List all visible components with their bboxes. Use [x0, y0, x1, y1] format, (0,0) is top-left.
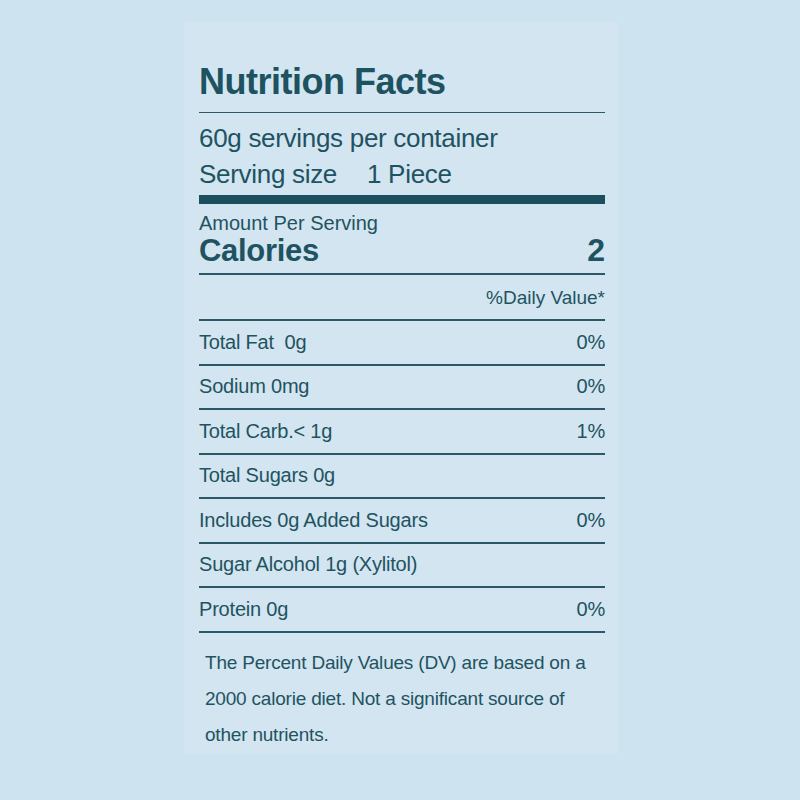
nutrient-row: Protein 0g 0%: [199, 588, 605, 633]
calories-label: Calories: [199, 235, 319, 267]
nutrient-row: Total Sugars 0g: [199, 455, 605, 500]
nutrient-name: Total Carb.< 1g: [199, 420, 332, 443]
nutrient-rows: Total Fat 0g 0% Sodium 0mg 0% Total Carb…: [199, 319, 605, 633]
servings-per-container: 60g servings per container: [199, 123, 605, 153]
nutrient-name: Total Fat 0g: [199, 331, 306, 354]
nutrient-name: Sugar Alcohol 1g (Xylitol): [199, 553, 417, 576]
title-divider: [199, 112, 605, 113]
nutrient-row: Includes 0g Added Sugars 0%: [199, 499, 605, 544]
nutrient-daily-value: 1%: [576, 420, 605, 443]
label-title: Nutrition Facts: [199, 62, 605, 102]
calories-value: 2: [587, 234, 605, 266]
daily-value-header: %Daily Value*: [199, 287, 605, 309]
footnote-line: 2000 calorie diet. Not a significant sou…: [205, 681, 605, 717]
nutrient-daily-value: 0%: [576, 331, 605, 354]
nutrient-name: Includes 0g Added Sugars: [199, 509, 428, 532]
nutrient-row: Sugar Alcohol 1g (Xylitol): [199, 544, 605, 589]
footnote: The Percent Daily Values (DV) are based …: [199, 645, 605, 753]
nutrient-row: Sodium 0mg 0%: [199, 366, 605, 411]
footnote-line: The Percent Daily Values (DV) are based …: [205, 645, 605, 681]
nutrient-name: Protein 0g: [199, 598, 288, 621]
serving-size-value: 1 Piece: [367, 159, 452, 189]
serving-size-label: Serving size: [199, 159, 337, 189]
page-background: Nutrition Facts 60g servings per contain…: [0, 0, 800, 800]
nutrient-row: Total Carb.< 1g 1%: [199, 410, 605, 455]
serving-size-row: Serving size 1 Piece: [199, 159, 605, 189]
nutrition-facts-label: Nutrition Facts 60g servings per contain…: [199, 0, 605, 753]
thick-divider-bar: [199, 195, 605, 204]
footnote-line: other nutrients.: [205, 717, 605, 753]
nutrient-daily-value: 0%: [576, 375, 605, 398]
calories-divider: [199, 273, 605, 275]
nutrient-daily-value: 0%: [576, 598, 605, 621]
nutrient-name: Total Sugars 0g: [199, 464, 335, 487]
calories-row: Calories 2: [199, 234, 605, 267]
amount-per-serving: Amount Per Serving: [199, 212, 605, 234]
nutrient-name: Sodium 0mg: [199, 375, 309, 398]
nutrient-daily-value: 0%: [576, 509, 605, 532]
nutrient-row: Total Fat 0g 0%: [199, 321, 605, 366]
